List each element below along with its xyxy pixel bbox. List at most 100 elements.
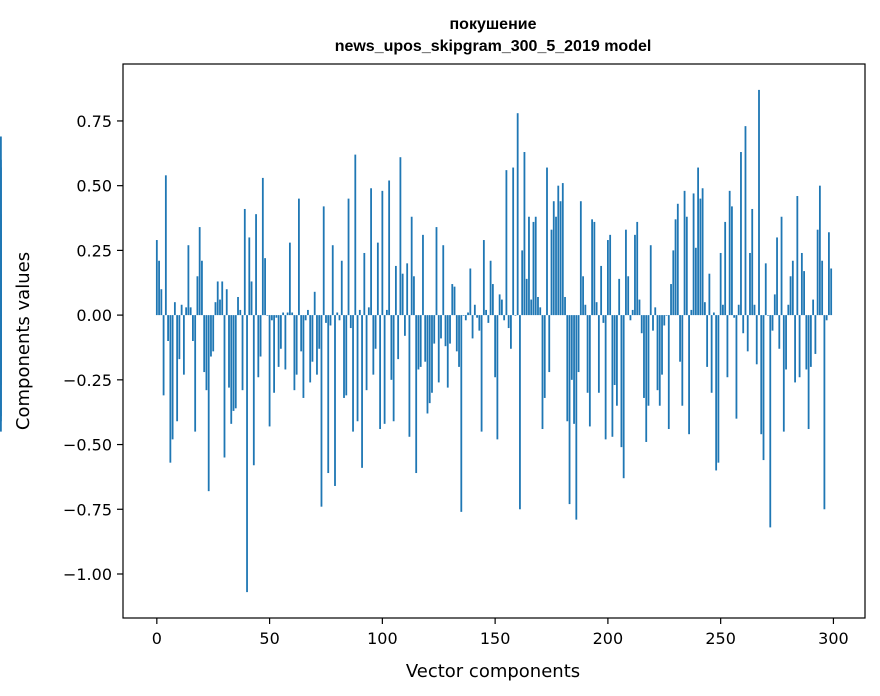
bar-242 [701, 188, 704, 316]
bar-99 [379, 315, 381, 430]
bar-168 [534, 216, 537, 316]
bar-249 [717, 315, 720, 463]
bar-147 [487, 315, 490, 323]
bar-117 [419, 315, 422, 367]
bar-97 [374, 315, 377, 349]
bar-187 [577, 315, 580, 373]
bar-212 [634, 234, 636, 316]
bar-75 [325, 315, 327, 323]
x-axis-label: Vector components [406, 661, 580, 682]
bar-178 [557, 185, 560, 316]
bar-52 [273, 315, 275, 393]
bar-2 [160, 289, 163, 316]
bar-8 [173, 302, 176, 316]
bar-67 [307, 309, 309, 316]
bar-62 [295, 315, 298, 375]
bar-189 [582, 276, 584, 316]
bar-234 [683, 190, 686, 316]
bar-71 [316, 315, 318, 375]
bar-59 [288, 242, 291, 316]
bar-223 [658, 315, 661, 406]
bar-248 [715, 315, 718, 471]
bar-139 [469, 268, 472, 316]
bar-82 [340, 260, 343, 316]
bar-268 [760, 315, 763, 435]
bar-50 [268, 315, 271, 427]
bar-143 [478, 315, 481, 331]
bar-241 [699, 198, 702, 316]
bar-27 [216, 281, 219, 316]
bar-93 [365, 315, 368, 391]
bar-133 [455, 315, 458, 352]
bar-294 [818, 185, 821, 316]
bar-96 [372, 315, 375, 375]
bar-64 [300, 315, 303, 352]
bar-158 [512, 167, 515, 316]
bar-211 [631, 309, 634, 316]
bar-157 [510, 315, 512, 349]
bar-259 [740, 152, 742, 316]
bar-175 [550, 229, 553, 316]
bar-165 [528, 216, 530, 316]
bar-132 [453, 286, 456, 316]
bar-63 [298, 198, 300, 316]
bar-48 [264, 258, 266, 316]
bar-9 [176, 315, 179, 422]
bar-251 [722, 304, 724, 316]
bar-131 [451, 284, 454, 316]
x-tick-label: 0 [152, 629, 162, 648]
bar-209 [627, 276, 630, 316]
y-tick-label: −0.25 [63, 371, 112, 390]
bar-295 [821, 260, 824, 316]
bar-136 [462, 315, 465, 316]
bar-73 [320, 315, 323, 507]
bar-197 [600, 265, 603, 316]
bar-221 [654, 307, 657, 316]
bar-19 [198, 227, 201, 316]
bar-78 [331, 245, 334, 316]
y-tick-label: −1.00 [63, 565, 112, 584]
bar-174 [548, 315, 551, 373]
bar-87 [352, 315, 354, 432]
bar-20 [201, 260, 203, 316]
bar-116 [417, 315, 420, 370]
bar-123 [433, 315, 436, 344]
bar-135 [460, 315, 463, 512]
bar-18 [196, 276, 199, 316]
bar-70 [313, 291, 316, 316]
bar-39 [243, 208, 246, 316]
bar-3 [162, 315, 165, 396]
chart-title: покушение [450, 16, 537, 33]
bar-129 [446, 315, 449, 388]
bar-102 [385, 309, 388, 316]
bar-122 [431, 315, 433, 393]
bar-72 [318, 315, 321, 349]
bar-152 [498, 294, 501, 316]
bar-105 [392, 315, 395, 422]
bar-263 [749, 252, 751, 316]
bar-100 [381, 190, 384, 316]
bar-92 [363, 252, 366, 316]
bar-68 [309, 315, 312, 383]
bar-182 [566, 315, 569, 422]
bar-170 [539, 307, 542, 316]
bar-267 [758, 89, 760, 316]
bar-17 [194, 315, 197, 432]
bar-297 [825, 315, 828, 321]
bar-120 [426, 315, 429, 414]
bar-188 [579, 201, 582, 316]
bar-119 [424, 315, 427, 362]
bar-218 [647, 315, 650, 406]
bar-144 [480, 315, 483, 432]
bar-272 [769, 315, 772, 528]
bar-159 [514, 315, 517, 316]
bar-286 [800, 252, 803, 316]
bar-1 [158, 260, 160, 316]
bars-layer [0, 89, 833, 593]
bar-173 [546, 167, 548, 316]
bar-285 [798, 315, 801, 378]
bar-289 [807, 315, 810, 430]
bar-256 [733, 315, 736, 318]
bar-264 [751, 208, 754, 316]
bar-155 [505, 170, 508, 316]
